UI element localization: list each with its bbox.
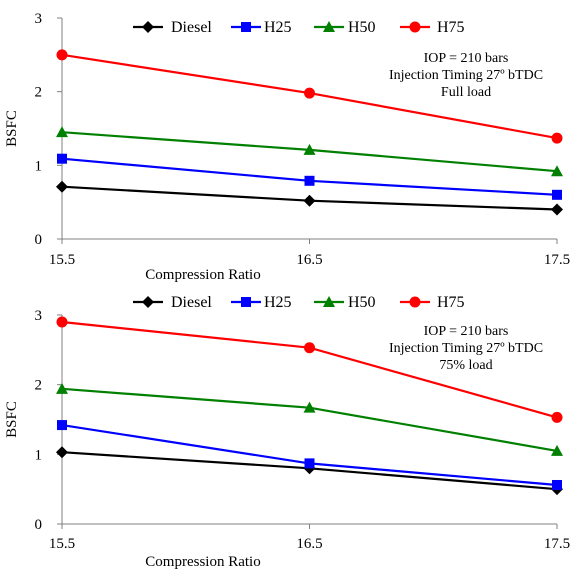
x-tick-label: 17.5 [544,252,570,268]
legend-label: H50 [348,294,376,311]
legend-label: Diesel [171,294,212,311]
data-point [57,420,67,431]
series-h75 [56,316,563,423]
y-tick-label: 2 [35,85,43,101]
data-point [552,479,562,490]
legend: Diesel H25 H50 H75 [133,294,465,311]
x-tick-label: 15.5 [49,536,75,552]
data-point [56,382,68,394]
data-point [56,446,68,459]
legend: Diesel H25 H50 H75 [133,19,465,36]
y-tick-label: 0 [35,232,43,248]
legend-label: Diesel [171,19,212,36]
data-point [56,49,68,61]
chart-panel-1: 0 1 2 3 15.5 16.5 17.5 Compression Ratio BSFC Die… [4,11,570,283]
series-h25 [57,153,562,200]
data-point [551,411,563,423]
y-tick-label: 2 [35,378,43,394]
series-h75 [56,49,563,144]
legend-marker [409,296,421,308]
chart-annotation: IOP = 210 bars [424,51,509,66]
data-point [304,87,315,99]
legend-marker [142,296,154,308]
x-axis-title: Compression Ratio [145,554,260,570]
series-line-h50 [61,387,558,452]
y-tick-label: 3 [35,308,43,324]
chart-annotation: Injection Timing 27º bTDC [389,341,543,356]
legend-marker [241,297,251,307]
data-point [551,444,563,456]
y-tick-label: 1 [35,158,43,174]
legend-marker [323,21,335,32]
series-h50 [56,382,563,456]
legend-label: H50 [348,19,376,36]
x-tick-label: 16.5 [296,536,322,552]
x-axis-title: Compression Ratio [145,267,260,283]
legend-marker [241,22,251,32]
y-tick-label: 0 [35,517,43,533]
data-point [56,316,68,328]
data-point [56,180,68,193]
legend-label: H75 [437,19,465,36]
series-h50 [56,126,563,177]
legend-marker [323,296,335,307]
data-point [304,342,315,354]
y-axis-title: BSFC [4,401,20,438]
series-diesel [56,446,563,496]
data-point [57,153,67,164]
data-point [304,175,315,186]
data-point [303,143,316,155]
data-point [303,401,316,413]
data-point [551,132,563,144]
data-point [552,189,562,200]
legend-label: H75 [437,294,465,311]
data-point [56,126,68,138]
data-point [304,458,315,469]
series-line-h25 [61,424,558,487]
x-tick-label: 15.5 [49,252,75,268]
y-tick-label: 1 [35,447,43,463]
x-tick-label: 17.5 [544,536,570,552]
data-point [551,203,563,216]
legend-label: H25 [264,19,292,36]
chart-annotation: Full load [441,85,491,100]
data-point [551,165,563,177]
legend-marker [409,21,421,33]
data-point [303,194,316,207]
y-axis-title: BSFC [4,110,20,147]
x-tick-label: 16.5 [296,252,322,268]
series-h25 [57,420,562,490]
chart-annotation: IOP = 210 bars [424,324,509,339]
legend-label: H25 [264,294,292,311]
y-tick-label: 3 [35,11,43,27]
chart-annotation: 75% load [439,358,492,373]
chart-panel-2: 0 1 2 3 15.5 16.5 17.5 Compression Ratio BSFC Die… [4,294,570,570]
legend-marker [142,21,154,33]
chart-annotation: Injection Timing 27º bTDC [389,68,543,83]
series-diesel [56,180,563,216]
